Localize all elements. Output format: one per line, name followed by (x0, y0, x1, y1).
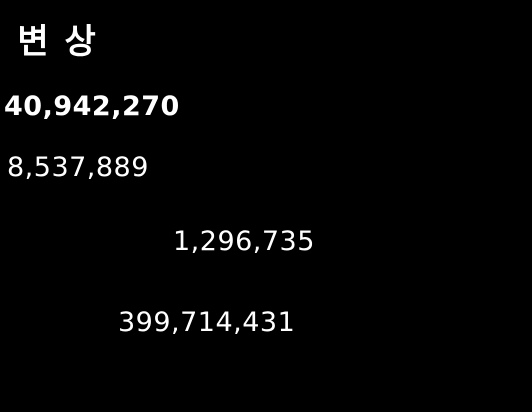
value-text: 8,537,889 (7, 152, 149, 183)
value-text: 399,714,431 (118, 307, 296, 338)
value-text: 40,942,270 (4, 91, 180, 122)
value-text: 1,296,735 (173, 226, 315, 257)
heading-text: ) 변 상 (0, 22, 98, 62)
